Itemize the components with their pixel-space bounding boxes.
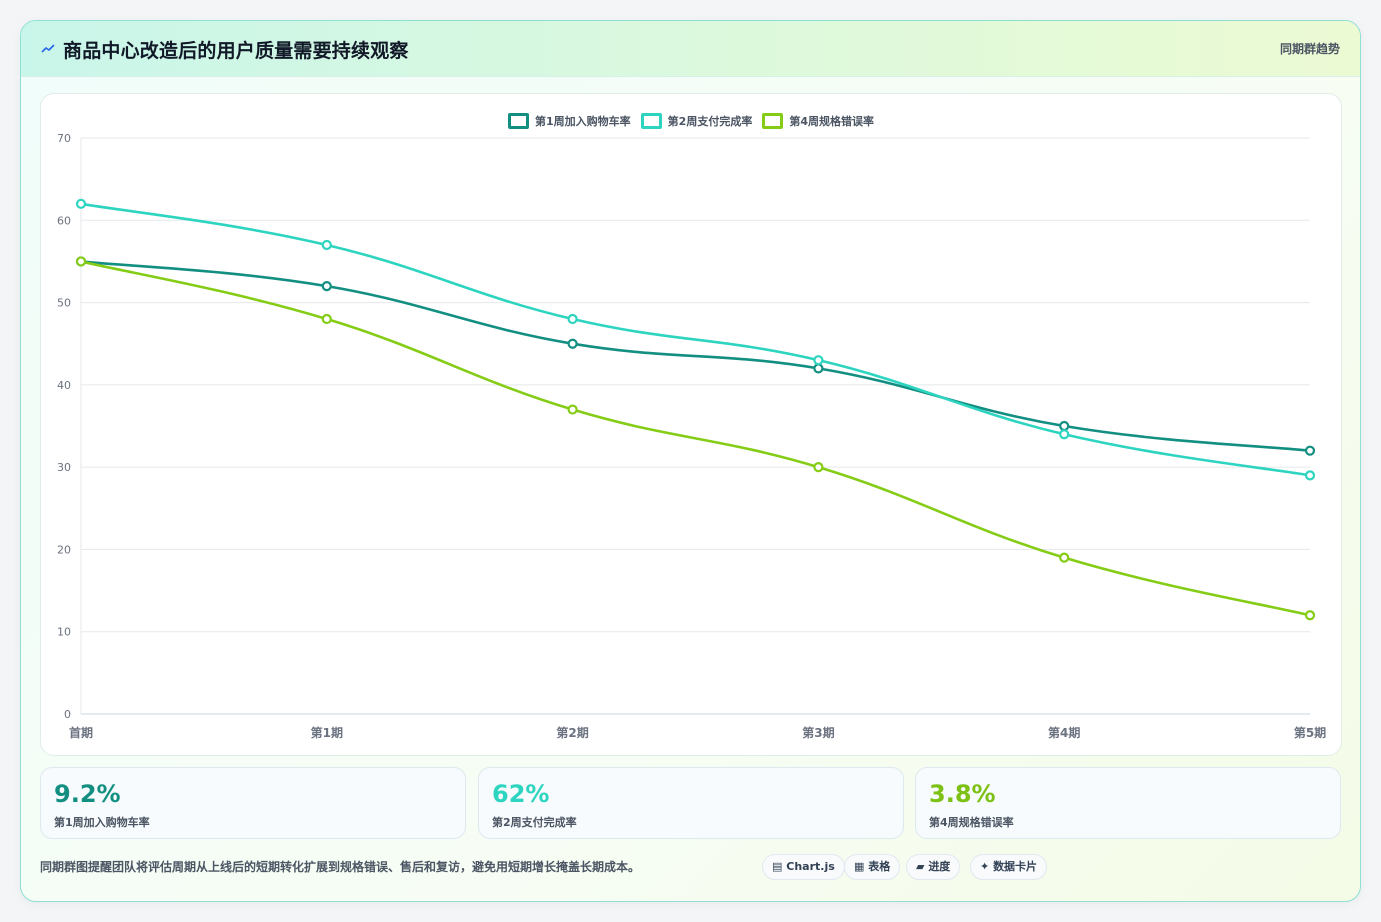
sparkle-icon: ✦ (980, 860, 990, 873)
kpi-value-2: 3.8% (929, 780, 996, 808)
kpi-label-2: 第4周规格错误率 (929, 816, 1014, 829)
chart-type-tag: 同期群趋势 (1279, 42, 1340, 56)
data-point-s1-5 (1304, 470, 1316, 481)
page-title: 商品中心改造后的用户质量需要持续观察 (63, 40, 409, 62)
data-point-s1-4 (1059, 429, 1070, 440)
pill-label-2: 进度 (928, 860, 951, 873)
data-point-s1-1 (321, 239, 332, 251)
x-tick-label: 第4期 (1048, 725, 1080, 740)
legend-item-1[interactable]: 第2周支付完成率 (640, 113, 753, 129)
pill-label-3: 数据卡片 (993, 860, 1038, 873)
data-point-s0-1 (321, 281, 332, 292)
legend-swatch-0 (508, 113, 530, 129)
chart-legend: 第1周加入购物车率 第2周支付完成率 第4周规格错误率 (41, 113, 1341, 129)
table-icon: ▦ (854, 860, 865, 873)
y-tick-label: 50 (57, 297, 71, 310)
legend-label-0: 第1周加入购物车率 (535, 115, 631, 128)
chart-icon: ▤ (772, 860, 783, 873)
pill-progress[interactable]: ▰ 进度 (906, 854, 961, 880)
y-tick-label: 60 (57, 214, 71, 227)
x-tick-label: 第1期 (311, 725, 343, 740)
data-point-s0-5 (1304, 445, 1316, 456)
pill-chartjs[interactable]: ▤ Chart.js (762, 854, 845, 880)
y-tick-label: 20 (57, 543, 71, 556)
kpi-value-1: 62% (492, 780, 550, 808)
legend-label-2: 第4周规格错误率 (789, 115, 874, 128)
pill-label-1: 表格 (868, 860, 891, 873)
y-tick-label: 10 (57, 626, 71, 639)
kpi-label-0: 第1周加入购物车率 (54, 816, 150, 829)
series-line-0 (79, 260, 1312, 452)
legend-label-1: 第2周支付完成率 (667, 115, 753, 128)
legend-item-2[interactable]: 第4周规格错误率 (762, 113, 874, 129)
data-point-s0-2 (567, 338, 578, 349)
chart-panel: 第1周加入购物车率 第2周支付完成率 第4周规格错误率 0 10 20 30 40 50 6… (40, 93, 1342, 756)
dashboard-card: 商品中心改造后的用户质量需要持续观察 同期群趋势 第1周加入购物车率 第2周支付… (20, 20, 1361, 902)
data-point-s2-3 (813, 462, 824, 473)
x-tick-label: 首期 (69, 725, 93, 740)
x-tick-label: 第3期 (802, 725, 834, 740)
y-tick-label: 30 (57, 461, 71, 474)
data-point-s1-0 (75, 198, 87, 209)
kpi-card-0: 9.2% 第1周加入购物车率 (40, 767, 466, 839)
kpi-card-1: 62% 第2周支付完成率 (478, 767, 904, 839)
y-tick-label: 70 (57, 132, 71, 145)
data-point-s1-3 (813, 355, 824, 366)
kpi-card-2: 3.8% 第4周规格错误率 (915, 767, 1341, 839)
data-point-s2-2 (567, 404, 578, 415)
x-tick-label: 第5期 (1294, 725, 1326, 740)
kpi-label-1: 第2周支付完成率 (492, 816, 577, 829)
sparkline-icon (41, 44, 55, 53)
line-chart: 0 10 20 30 40 50 60 70 首期 第1期 第2期 第3期 第4期 第5期 (57, 132, 1326, 740)
series-line-1 (79, 202, 1312, 477)
series-line-2 (79, 260, 1312, 617)
chart-footnote: 同期群图提醒团队将评估周期从上线后的短期转化扩展到规格错误、售后和复访，避免用短… (40, 860, 641, 874)
data-point-s1-2 (567, 313, 578, 325)
data-point-s2-4 (1059, 552, 1070, 563)
pill-label-0: Chart.js (786, 860, 835, 873)
kpi-value-0: 9.2% (54, 780, 121, 808)
progress-icon: ▰ (916, 860, 925, 873)
data-point-s2-0 (75, 256, 87, 267)
legend-swatch-2 (762, 113, 784, 129)
pill-table[interactable]: ▦ 表格 (844, 854, 901, 880)
y-tick-label: 40 (57, 379, 71, 392)
data-point-s0-3 (813, 363, 824, 374)
data-point-s0-4 (1059, 420, 1070, 432)
data-point-s2-1 (321, 313, 332, 325)
legend-swatch-1 (640, 113, 662, 129)
y-tick-label: 0 (64, 708, 71, 721)
legend-item-0[interactable]: 第1周加入购物车率 (508, 113, 631, 129)
pill-data-card[interactable]: ✦ 数据卡片 (970, 854, 1048, 880)
x-tick-label: 第2期 (556, 725, 588, 740)
data-point-s2-5 (1304, 610, 1316, 621)
card-header: 商品中心改造后的用户质量需要持续观察 同期群趋势 (21, 21, 1360, 77)
kpi-row: 9.2% 第1周加入购物车率 62% 第2周支付完成率 3.8% 第4周规格错误… (40, 767, 1341, 839)
